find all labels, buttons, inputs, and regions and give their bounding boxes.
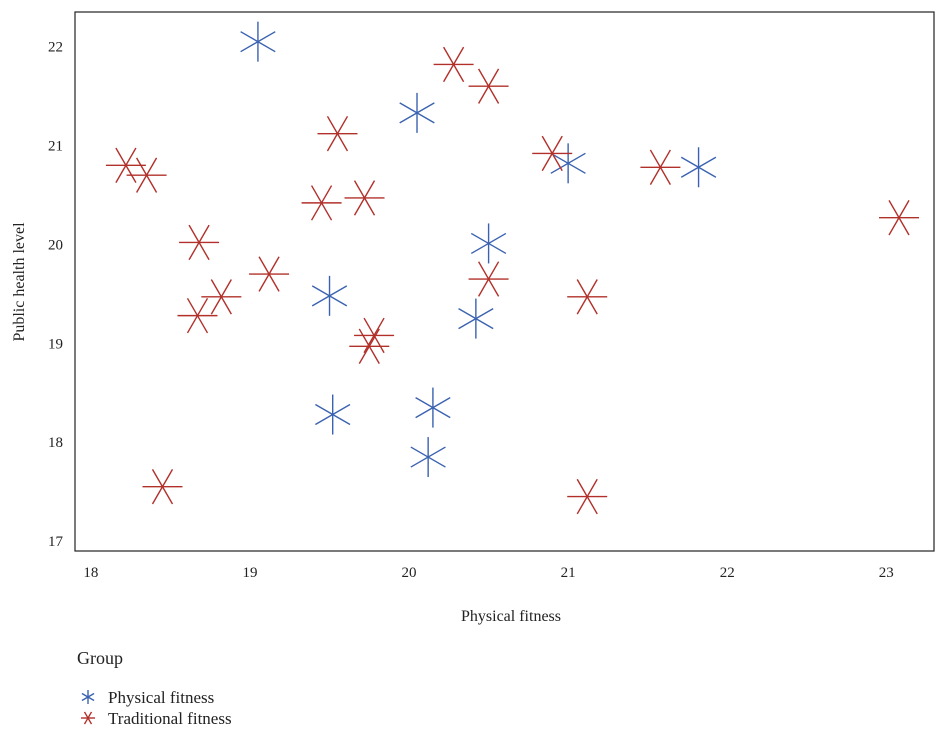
- legend-title: Group: [77, 648, 123, 668]
- x-axis: 18 19 20 21 22 23: [83, 565, 893, 581]
- y-tick-label: 20: [48, 237, 63, 253]
- data-point: [105, 147, 146, 183]
- data-point: [349, 328, 390, 364]
- data-point: [468, 261, 509, 297]
- data-point: [879, 200, 920, 236]
- plot-frame: [74, 11, 935, 552]
- y-axis: 17 18 19 20 21 22: [48, 40, 64, 550]
- data-point: [315, 394, 351, 435]
- data-point: [177, 297, 218, 334]
- data-points: [105, 21, 920, 515]
- x-tick-label: 22: [720, 565, 735, 581]
- x-tick-label: 21: [561, 565, 576, 581]
- x-tick-label: 23: [879, 565, 894, 581]
- data-point: [301, 185, 342, 221]
- y-tick-label: 18: [48, 435, 63, 451]
- data-point: [410, 437, 446, 478]
- data-point: [415, 387, 451, 428]
- x-tick-label: 19: [242, 565, 257, 581]
- legend-marker: [81, 690, 95, 704]
- data-point: [354, 317, 395, 354]
- y-tick-label: 19: [48, 336, 63, 352]
- data-point: [680, 147, 717, 188]
- data-point: [317, 115, 358, 152]
- data-point: [344, 180, 385, 216]
- legend: Physical fitness Traditional fitness: [81, 688, 232, 728]
- x-tick-label: 18: [83, 565, 98, 581]
- x-tick-label: 20: [402, 565, 417, 581]
- data-point: [179, 224, 220, 261]
- legend-label: Physical fitness: [108, 688, 214, 707]
- legend-label: Traditional fitness: [108, 709, 232, 728]
- y-tick-label: 17: [48, 534, 64, 550]
- data-point: [567, 279, 608, 315]
- data-point: [311, 275, 348, 316]
- x-axis-title: Physical fitness: [461, 608, 561, 625]
- data-point: [468, 68, 509, 104]
- data-point: [567, 478, 608, 515]
- data-point: [240, 21, 276, 62]
- data-point: [249, 256, 290, 292]
- legend-marker: [81, 711, 95, 725]
- data-point: [470, 223, 507, 264]
- y-tick-label: 22: [48, 40, 63, 56]
- data-point: [640, 149, 681, 185]
- data-point: [532, 135, 573, 172]
- data-point: [399, 92, 435, 133]
- data-point: [550, 143, 586, 184]
- y-tick-label: 21: [48, 139, 63, 155]
- data-point: [458, 298, 494, 339]
- data-point: [433, 46, 474, 83]
- y-axis-title: Public health level: [11, 222, 28, 342]
- data-point: [142, 469, 183, 505]
- data-point: [126, 157, 167, 193]
- data-point: [201, 279, 242, 315]
